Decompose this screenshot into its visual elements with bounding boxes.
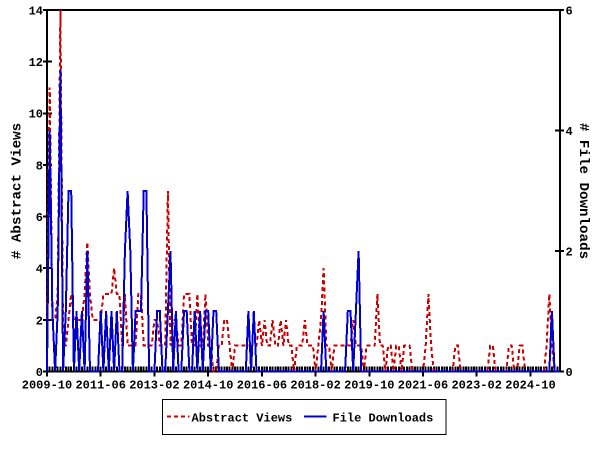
svg-text:2: 2 xyxy=(36,314,43,328)
svg-text:2024-10: 2024-10 xyxy=(505,379,555,393)
svg-text:Abstract Views: Abstract Views xyxy=(192,412,293,426)
svg-text:2019-10: 2019-10 xyxy=(344,379,394,393)
svg-text:2009-10: 2009-10 xyxy=(22,379,72,393)
svg-text:4: 4 xyxy=(566,125,573,139)
svg-text:14: 14 xyxy=(29,4,43,18)
svg-text:File Downloads: File Downloads xyxy=(333,412,434,426)
svg-text:# File Downloads: # File Downloads xyxy=(575,123,591,259)
svg-text:2: 2 xyxy=(566,245,573,259)
svg-text:6: 6 xyxy=(36,211,43,225)
svg-text:2021-06: 2021-06 xyxy=(398,379,448,393)
svg-text:2016-06: 2016-06 xyxy=(237,379,287,393)
svg-text:2014-10: 2014-10 xyxy=(183,379,233,393)
svg-text:2011-06: 2011-06 xyxy=(75,379,125,393)
svg-text:0: 0 xyxy=(36,366,43,380)
svg-text:4: 4 xyxy=(36,263,43,277)
svg-text:8: 8 xyxy=(36,159,43,173)
svg-text:2013-02: 2013-02 xyxy=(129,379,179,393)
svg-text:6: 6 xyxy=(566,4,573,18)
svg-text:12: 12 xyxy=(29,56,43,70)
svg-text:10: 10 xyxy=(29,108,43,122)
svg-text:# Abstract Views: # Abstract Views xyxy=(10,123,26,259)
svg-text:2018-02: 2018-02 xyxy=(290,379,340,393)
svg-text:0: 0 xyxy=(566,366,573,380)
svg-text:2023-02: 2023-02 xyxy=(451,379,501,393)
